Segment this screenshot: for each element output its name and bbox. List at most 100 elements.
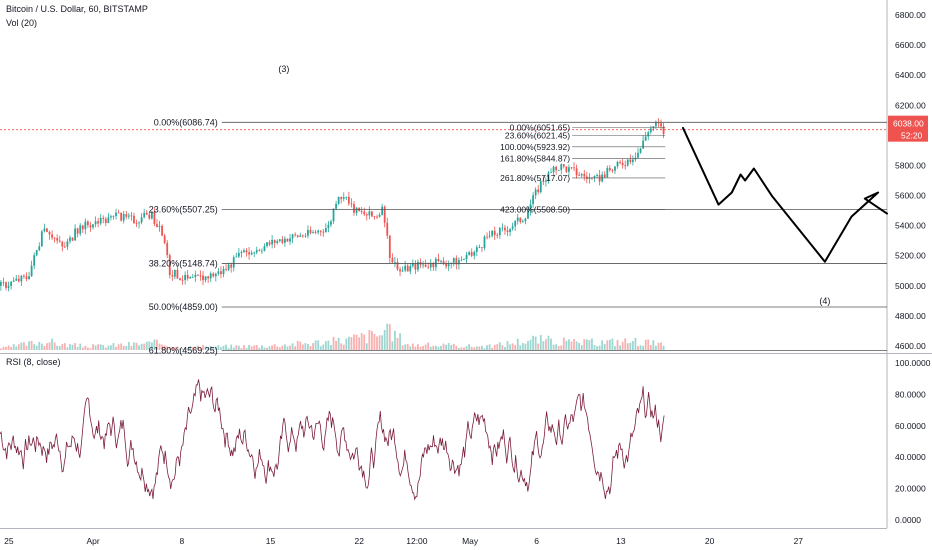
candle-body xyxy=(309,229,312,234)
volume-bar xyxy=(171,347,174,350)
volume-bar xyxy=(258,347,261,350)
volume-bar xyxy=(488,344,491,350)
volume-bar xyxy=(427,342,430,350)
volume-bar xyxy=(445,344,448,350)
candle-body xyxy=(294,234,297,236)
volume-bar xyxy=(2,346,5,350)
volume-bar xyxy=(150,342,153,350)
candle-body xyxy=(43,228,46,232)
candle-body xyxy=(74,228,77,241)
volume-bar xyxy=(371,331,373,350)
candle-body xyxy=(378,214,381,217)
candle-body xyxy=(371,211,373,217)
candle-body xyxy=(48,231,51,235)
candle-body xyxy=(30,265,33,277)
volume-bar xyxy=(422,346,424,350)
candle-body xyxy=(568,167,570,172)
candle-body xyxy=(401,270,404,272)
candle-body xyxy=(197,274,199,276)
volume-bar xyxy=(166,346,169,350)
volume-bar xyxy=(220,347,222,350)
candle-body xyxy=(181,279,184,281)
candle-body xyxy=(330,221,332,225)
candle-body xyxy=(130,215,133,217)
candle-body xyxy=(28,276,30,279)
volume-bar xyxy=(46,343,48,350)
candle-body xyxy=(158,225,161,227)
volume-bar xyxy=(424,344,427,350)
volume-bar xyxy=(580,345,583,350)
price-tick-label: 6400.00 xyxy=(895,70,926,80)
candle-body xyxy=(222,268,225,275)
candle-body xyxy=(324,228,327,233)
volume-bar xyxy=(156,339,158,350)
volume-bar xyxy=(81,347,84,350)
volume-bar xyxy=(281,345,284,350)
candle-body xyxy=(386,222,389,236)
volume-bar xyxy=(521,343,524,350)
volume-bar xyxy=(110,345,112,350)
volume-bar xyxy=(71,344,74,350)
candle-body xyxy=(97,221,100,224)
candle-body xyxy=(58,240,61,242)
candle-body xyxy=(537,189,540,193)
candle-body xyxy=(273,239,276,244)
volume-bar xyxy=(504,346,506,350)
candle-body xyxy=(399,269,401,272)
candle-body xyxy=(504,227,506,231)
volume-bar xyxy=(117,344,120,350)
candle-body xyxy=(580,174,583,176)
candle-body xyxy=(560,164,563,170)
volume-bar xyxy=(383,329,386,350)
volume-bar xyxy=(332,336,335,350)
volume-bar xyxy=(534,336,537,350)
candle-body xyxy=(214,273,217,277)
candle-body xyxy=(406,265,409,272)
fib-level-label: 0.00%(6086.74) xyxy=(154,117,218,127)
volume-bar xyxy=(527,341,529,350)
volume-bar xyxy=(539,335,542,350)
volume-bar xyxy=(368,329,371,350)
volume-bar xyxy=(179,348,181,350)
volume-bars xyxy=(0,323,665,350)
candle-body xyxy=(2,282,5,283)
volume-bar xyxy=(273,344,276,350)
volume-bar xyxy=(496,344,499,350)
candle-body xyxy=(660,123,662,127)
volume-bar xyxy=(294,346,297,350)
candle-body xyxy=(33,255,36,266)
candle-body xyxy=(501,227,504,229)
volume-bar xyxy=(596,346,598,350)
volume-bar xyxy=(409,346,412,350)
volume-bar xyxy=(63,343,66,350)
candle-body xyxy=(483,236,486,248)
candle-body xyxy=(373,216,376,218)
volume-bar xyxy=(207,348,210,350)
candle-body xyxy=(23,275,25,277)
candle-body xyxy=(383,206,386,223)
volume-bar xyxy=(644,339,647,350)
volume-bar xyxy=(145,341,148,350)
volume-bar xyxy=(304,343,307,350)
candle-body xyxy=(516,217,519,221)
candle-body xyxy=(445,264,448,267)
volume-bar xyxy=(475,346,478,350)
projection-drawing xyxy=(682,126,888,263)
volume-bar xyxy=(307,344,309,350)
volume-bar xyxy=(184,347,187,350)
candle-body xyxy=(79,225,82,234)
candle-body xyxy=(189,277,192,279)
volume-bar xyxy=(276,346,279,350)
candle-body xyxy=(527,210,529,219)
time-tick-label: 12:00 xyxy=(406,536,428,546)
volume-bar xyxy=(10,347,13,350)
candle-body xyxy=(376,216,378,218)
candle-body xyxy=(470,252,473,256)
fib-level-label: 61.80%(4569.25) xyxy=(149,346,218,356)
volume-bar xyxy=(391,341,394,350)
candle-body xyxy=(94,221,97,225)
rsi-tick-label: 0.0000 xyxy=(895,515,921,525)
volume-bar xyxy=(92,344,94,350)
candle-body xyxy=(578,175,581,176)
